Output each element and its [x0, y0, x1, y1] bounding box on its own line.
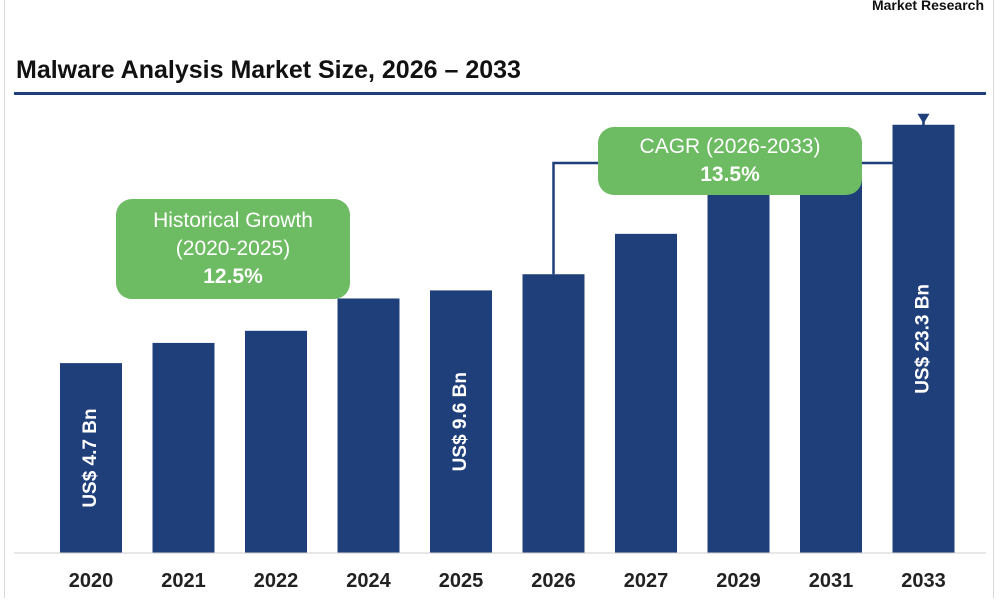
historical-growth-value: 12.5%: [203, 265, 263, 288]
x-tick-2024: 2024: [346, 570, 391, 592]
bar-2026: [522, 274, 585, 553]
title-divider: [14, 92, 986, 95]
historical-growth-badge: Historical Growth (2020-2025) 12.5%: [116, 199, 350, 299]
cagr-title: CAGR (2026-2033): [639, 135, 821, 158]
bar-2033: [892, 124, 955, 553]
x-tick-2029: 2029: [716, 570, 761, 592]
bar-value-label-2033: US$ 23.3 Bn: [913, 284, 934, 394]
bar-2022: [245, 330, 307, 553]
bar-value-label-2020: US$ 4.7 Bn: [80, 408, 101, 507]
bar-2027: [615, 233, 677, 553]
bar-2031: [800, 153, 862, 554]
bar-2029: [707, 185, 770, 554]
bar-2020: [60, 363, 122, 553]
chart-title: Malware Analysis Market Size, 2026 – 203…: [16, 56, 521, 84]
chart-frame: [4, 0, 994, 598]
historical-growth-period: (2020-2025): [175, 237, 291, 260]
bar-2025: [430, 290, 492, 553]
x-tick-2033: 2033: [901, 570, 946, 592]
bar-2021: [152, 342, 215, 553]
bar-2024: [337, 298, 400, 553]
brand-name: Market Research: [871, 0, 984, 13]
x-tick-2021: 2021: [161, 570, 206, 592]
bars-group: US$ 4.7 Bn US$ 9.6 Bn US$ 23.3 Bn: [60, 124, 955, 554]
connector-arrowhead: [917, 113, 930, 124]
x-tick-labels: 2020 2021 2022 2024 2025 2026 2027 2029 2031 2033: [69, 570, 946, 592]
x-tick-2027: 2027: [624, 570, 669, 592]
x-tick-2031: 2031: [809, 570, 854, 592]
x-tick-2020: 2020: [69, 570, 114, 592]
x-tick-2026: 2026: [531, 570, 576, 592]
bar-value-label-2025: US$ 9.6 Bn: [450, 372, 471, 471]
historical-growth-title: Historical Growth: [153, 209, 313, 232]
x-tick-2022: 2022: [254, 570, 299, 592]
x-tick-2025: 2025: [439, 570, 484, 592]
cagr-value: 13.5%: [700, 163, 760, 186]
cagr-badge: CAGR (2026-2033) 13.5%: [598, 127, 862, 195]
